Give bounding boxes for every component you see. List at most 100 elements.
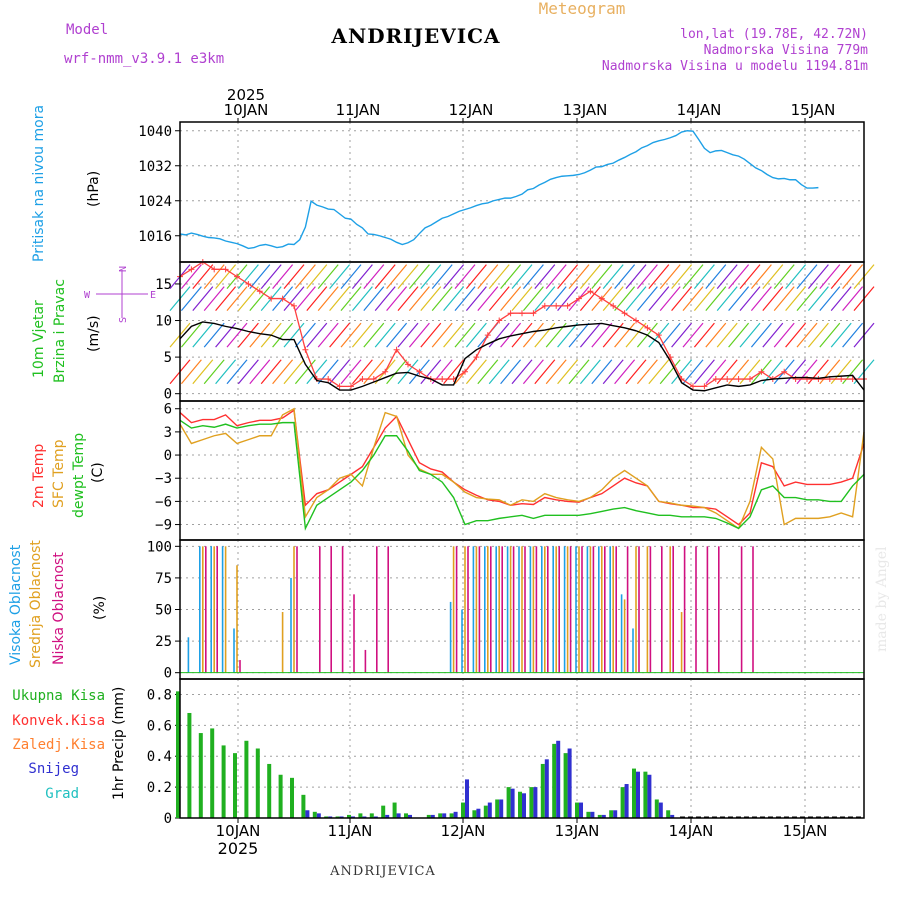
wind-arrow: [443, 322, 465, 348]
wind-arrow: [465, 359, 487, 385]
precip-total-bar: [518, 791, 522, 818]
gust-marker: [541, 302, 548, 309]
precip-snow-bar: [544, 759, 549, 818]
wind-arrow: [625, 322, 647, 348]
wind-arrow: [579, 286, 601, 311]
wind-arrow: [568, 264, 590, 290]
legend-hail: Grad: [45, 786, 79, 802]
wind-arrow: [614, 264, 636, 290]
wind-arrow: [203, 264, 225, 290]
wind-arrow: [386, 286, 408, 311]
gust-marker: [222, 266, 229, 273]
wind-arrow: [340, 322, 362, 348]
wind-arrow: [534, 322, 556, 348]
temperature-ytick-label: −6: [155, 494, 172, 510]
wind-arrow: [819, 264, 841, 290]
precip-snow-bar: [556, 740, 561, 818]
wind-arrow: [739, 359, 761, 385]
year-top-label: 2025: [227, 86, 265, 104]
gust-marker: [621, 310, 628, 317]
wind-ylabel-1: 10m Vjetar: [31, 300, 47, 378]
gust-marker: [256, 288, 263, 295]
wind-arrow: [648, 286, 670, 311]
wind-direction-arrows: [169, 264, 875, 385]
wind-arrow: [180, 322, 202, 348]
temperature-ytick-label: 6: [164, 402, 172, 418]
wind-arrow: [340, 286, 362, 311]
wind-arrow: [750, 322, 772, 348]
gust-marker: [348, 383, 354, 390]
wind-arrow: [454, 322, 476, 348]
cloud-ylabel-high: Visoka Oblacnost: [8, 544, 24, 665]
pressure-ylabel: Pritisak na nivou mora: [31, 105, 47, 262]
wind-arrow: [522, 359, 544, 385]
wind-arrow: [557, 322, 579, 348]
gust-marker: [655, 332, 662, 339]
precip-snow-bar: [499, 799, 504, 818]
gust-marker: [462, 368, 468, 375]
panels: 1016 1024 1032 1040 0 5 10 15 6 3 0 −3 −6 −9 0 25 50 75 10…: [138, 121, 875, 827]
gust-marker: [633, 317, 639, 324]
wind-arrow: [420, 286, 442, 311]
wind-arrow: [522, 286, 544, 311]
wind-arrow: [693, 359, 715, 385]
clouds-data: [180, 546, 864, 674]
wind-arrow: [807, 286, 829, 311]
wind-arrow: [363, 286, 385, 311]
precip-snow-bar: [647, 774, 652, 818]
wind-arrow: [215, 286, 237, 311]
altitude-text: Nadmorska Visina 779m: [704, 43, 869, 58]
gust-marker: [496, 317, 503, 324]
temperature-ytick-label: −3: [155, 471, 172, 487]
wind-arrow: [785, 359, 807, 385]
gust-marker: [370, 376, 377, 383]
wind-arrow: [773, 264, 795, 290]
wind-arrow: [306, 264, 328, 290]
precip-ytick-label: 0.2: [147, 780, 172, 796]
wind-arrow: [192, 359, 214, 385]
wind-arrow: [750, 286, 772, 311]
gust-marker: [758, 368, 765, 375]
wind-panel: 0 5 10 15: [155, 259, 875, 403]
wind-arrow: [386, 264, 408, 290]
wind-arrow: [625, 286, 647, 311]
wind-arrow: [443, 286, 465, 311]
compass-n: N: [118, 266, 129, 272]
wind-arrow: [488, 286, 510, 311]
wind-arrow: [591, 359, 613, 385]
precip-total-bar: [632, 768, 636, 818]
wind-arrow: [739, 286, 761, 311]
wind-arrow: [716, 359, 738, 385]
wind-arrow: [796, 322, 818, 348]
wind-arrow: [625, 359, 647, 385]
gust-marker: [690, 383, 696, 390]
precip-total-bar: [210, 728, 215, 818]
wind-arrow: [226, 322, 248, 348]
wind-arrow: [659, 359, 681, 385]
wind-arrow: [557, 359, 579, 385]
compass-w: W: [84, 290, 91, 301]
wind-arrow: [431, 359, 453, 385]
wind-arrow: [671, 359, 693, 385]
wind-arrow: [477, 264, 499, 290]
wind-arrow: [522, 322, 544, 348]
legend-total: Ukupna Kisa: [12, 688, 105, 704]
temp-ylabel-sfc: SFC Temp: [51, 439, 67, 508]
wind-arrow: [340, 264, 362, 290]
precip-total-bar: [221, 745, 226, 818]
precip-snow-bar: [305, 810, 310, 818]
wind-arrow: [215, 359, 237, 385]
wind-ylabel-2: Brzina i Pravac: [52, 279, 68, 383]
precip-snow-bar: [522, 793, 526, 818]
cloud-ylabel-mid: Srednja Oblacnost: [28, 540, 44, 668]
wind-arrow: [260, 359, 282, 385]
wind-arrow: [465, 264, 487, 290]
model-altitude-text: Nadmorska Visina u modelu 1194.81m: [602, 59, 868, 74]
wind-arrow: [579, 264, 601, 290]
wind-arrow: [579, 359, 601, 385]
wind-arrow: [842, 286, 864, 311]
bottom-day-label: 13JAN: [555, 822, 600, 840]
wind-arrow: [568, 359, 590, 385]
precip-total-bar: [198, 733, 203, 818]
wind-arrow: [249, 286, 271, 311]
